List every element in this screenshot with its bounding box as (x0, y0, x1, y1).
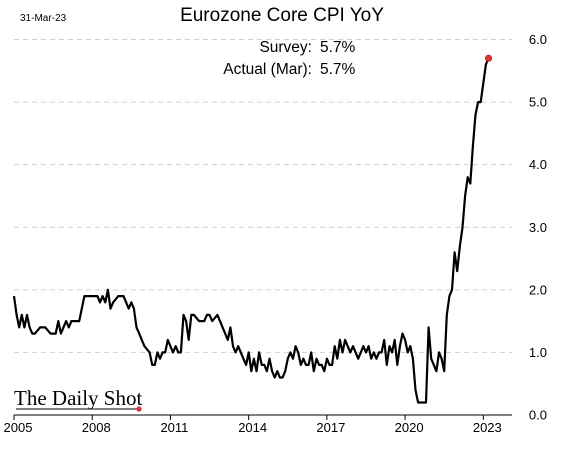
y-tick-label: 5.0 (529, 95, 547, 110)
watermark-logo: The Daily Shot (14, 386, 142, 412)
date-stamp: 31-Mar-23 (20, 13, 67, 24)
x-tick-label: 2005 (4, 420, 33, 435)
series-line (12, 57, 490, 404)
watermark-dot (136, 406, 142, 412)
y-tick-label: 4.0 (529, 157, 547, 172)
x-tick-label: 2011 (160, 420, 188, 435)
x-tick-label: 2014 (238, 420, 267, 435)
watermark-text: The Daily Shot (14, 386, 142, 410)
actual-value: 5.7% (320, 61, 356, 78)
y-tick-label: 3.0 (529, 220, 547, 235)
x-tick-label: 2023 (473, 420, 502, 435)
x-tick-label: 2017 (316, 420, 345, 435)
x-tick-label: 2020 (395, 420, 424, 435)
last-data-point (485, 54, 493, 62)
chart-title: Eurozone Core CPI YoY (180, 5, 384, 26)
x-tick-labels: 2005 2008 2011 2014 2017 2020 2023 (4, 420, 502, 435)
x-tick-marks (13, 415, 484, 420)
y-tick-labels: 0.0 1.0 2.0 3.0 4.0 5.0 6.0 (529, 32, 547, 422)
y-tick-label: 6.0 (529, 32, 547, 47)
y-tick-label: 1.0 (529, 345, 547, 360)
survey-label: Survey: (259, 39, 312, 56)
y-tick-label: 0.0 (529, 408, 547, 423)
actual-label: Actual (Mar): (223, 61, 312, 78)
y-tick-label: 2.0 (529, 282, 547, 297)
x-tick-label: 2008 (82, 420, 111, 435)
survey-value: 5.7% (320, 39, 356, 56)
gridlines (14, 39, 512, 353)
